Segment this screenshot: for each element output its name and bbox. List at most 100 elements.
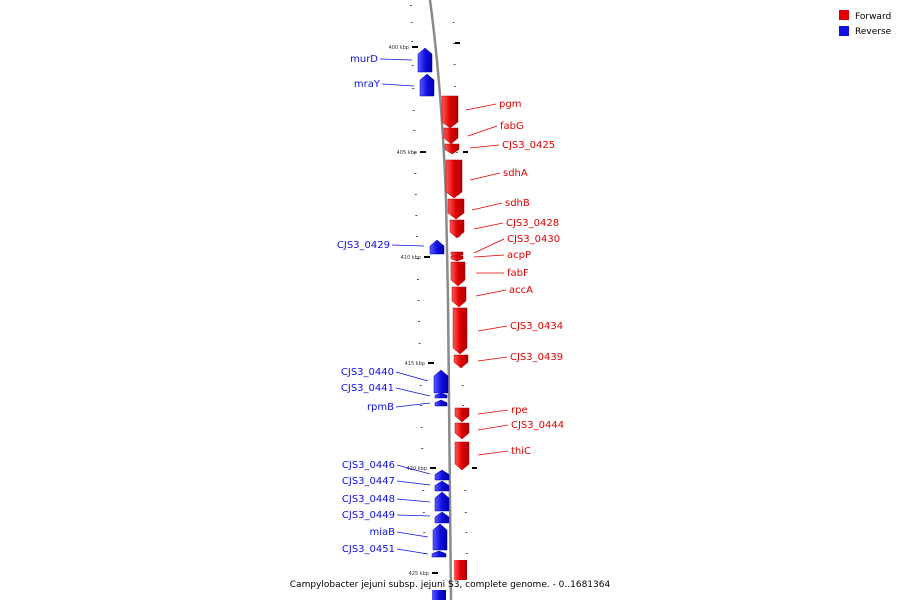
gene-leader-line [396,514,431,517]
gene-glyph-acpp[interactable] [450,255,464,262]
gene-label-cjs3_0448[interactable]: CJS3_0448 [342,494,395,505]
minor-tick-left [423,532,426,533]
gene-glyph-cjs3_0449[interactable] [434,511,450,524]
gene-label-cjs3_0441[interactable]: CJS3_0441 [341,383,394,394]
minor-tick-left [412,110,415,111]
gene-label-acpp[interactable]: acpP [507,250,531,261]
gene-glyph-cjs3_0428[interactable] [449,219,465,239]
genes [417,47,470,600]
gene-leader-line [396,548,429,555]
minor-tick-right [453,64,456,65]
legend: Forward Reverse [839,10,892,37]
gene-glyph-cjs3_0448[interactable] [434,491,450,512]
gene-leader-line [396,480,431,486]
gene-glyph-cjs3_0451[interactable] [431,550,447,558]
minor-tick-left [415,215,418,216]
minor-tick-left [418,321,421,322]
gene-leader-line [465,103,497,111]
major-ticks: 400 kbp 405 kbp 410 kbp 415 kbp 420 kbp 425 k… [389,42,477,577]
gene-label-thic[interactable]: thiC [511,446,531,457]
gene-label-cjs3_0439[interactable]: CJS3_0439 [510,352,563,363]
gene-label-cjs3_0449[interactable]: CJS3_0449 [342,510,395,521]
gene-leader-line [379,58,413,61]
minor-tick-left [415,236,418,237]
minor-tick-left [414,194,417,195]
gene-glyph-cjs3_0444[interactable] [454,422,470,440]
gene-label-cjs3_0440[interactable]: CJS3_0440 [341,367,394,378]
gene-label-cjs3_0451[interactable]: CJS3_0451 [342,544,395,555]
minor-tick-left [422,512,425,513]
minor-tick-left [412,88,415,89]
gene-leader-line [473,254,505,258]
minor-tick-left [416,279,419,280]
major-tick-label: 415 kbp [405,361,425,367]
gene-label-rpmb[interactable]: rpmB [367,402,394,413]
gene-label-cjs3_0429[interactable]: CJS3_0429 [337,240,390,251]
minor-tick-left [417,300,420,301]
gene-glyph-thic[interactable] [454,441,470,471]
minor-tick-right [464,490,467,491]
gene-leader-line [395,371,429,382]
gene-glyph-cjs3_0440[interactable] [433,369,449,394]
minor-tick-left [413,152,416,153]
gene-glyph-rpmb[interactable] [434,399,448,407]
gene-label-fabf[interactable]: fabF [507,268,529,279]
minor-tick-right [465,553,468,554]
gene-glyph-sdha[interactable] [445,159,463,199]
gene-label-cjs3_0447[interactable]: CJS3_0447 [342,476,395,487]
gene-glyph-cjs3_0447[interactable] [434,480,450,492]
gene-label-cjs3_0425[interactable]: CJS3_0425 [502,140,555,151]
gene-glyph-cjs3_0439[interactable] [453,354,469,369]
minor-tick-left [420,405,423,406]
minor-tick-left [422,490,425,491]
gene-glyph-cjs3_0441[interactable] [434,392,448,399]
gene-glyph-cjs3_0425[interactable] [444,143,460,155]
major-tick-mark [472,467,477,469]
gene-label-cjs3_0446[interactable]: CJS3_0446 [342,460,395,471]
legend-label-forward: Forward [855,12,891,22]
major-tick-label: 405 kbp [397,150,417,156]
gene-label-fabg[interactable]: fabG [500,121,524,132]
gene-glyph-rpe[interactable] [454,407,470,423]
gene-label-pgm[interactable]: pgm [499,99,521,110]
gene-glyph-cjs3_0429[interactable] [429,239,445,255]
gene-label-mray[interactable]: mraY [354,79,381,90]
gene-label-cjs3_0434[interactable]: CJS3_0434 [510,321,563,332]
gene-glyph-pgm[interactable] [441,95,459,129]
major-tick-label: 425 kbp [409,571,429,577]
gene-glyph-acca[interactable] [451,286,467,308]
major-tick-mark [455,42,460,44]
gene-glyph-cjs3_0434[interactable] [452,307,468,355]
minor-tick-right [462,405,465,406]
major-tick-mark [428,362,434,364]
gene-leader-line [469,172,501,181]
gene-glyph-fabg[interactable] [443,127,459,145]
gene-glyph-mray[interactable] [419,73,435,97]
gene-label-acca[interactable]: accA [509,285,533,296]
gene-label-sdhb[interactable]: sdhB [505,198,530,209]
gene-leader-line [471,202,503,211]
gene-glyph-miab[interactable] [432,523,448,551]
gene-leader-line [469,144,500,149]
gene-label-sdha[interactable]: sdhA [503,168,528,179]
minor-tick-left [421,448,424,449]
gene-leader-line [396,464,431,475]
gene-leader-line [467,125,498,137]
gene-glyph-murd[interactable] [417,47,433,73]
gene-glyph-cjs3_0446[interactable] [434,469,450,481]
gene-label-miab[interactable]: miaB [369,527,395,538]
gene-label-cjs3_0430[interactable]: CJS3_0430 [507,234,560,245]
gene-glyph-sdhb[interactable] [447,198,465,220]
gene-label-rpe[interactable]: rpe [511,405,528,416]
minor-tick-left [410,22,413,23]
gene-glyph-fabf[interactable] [450,261,466,287]
gene-leader-line [395,402,431,408]
gene-label-murd[interactable]: murD [350,54,378,65]
gene-label-cjs3_0428[interactable]: CJS3_0428 [506,218,559,229]
major-tick-mark [412,46,418,48]
gene-leader-line [477,356,508,362]
minor-tick-right [455,152,458,153]
genome-caption: Campylobacter jejuni subsp. jejuni S3, c… [290,580,611,590]
gene-label-cjs3_0444[interactable]: CJS3_0444 [511,420,564,431]
